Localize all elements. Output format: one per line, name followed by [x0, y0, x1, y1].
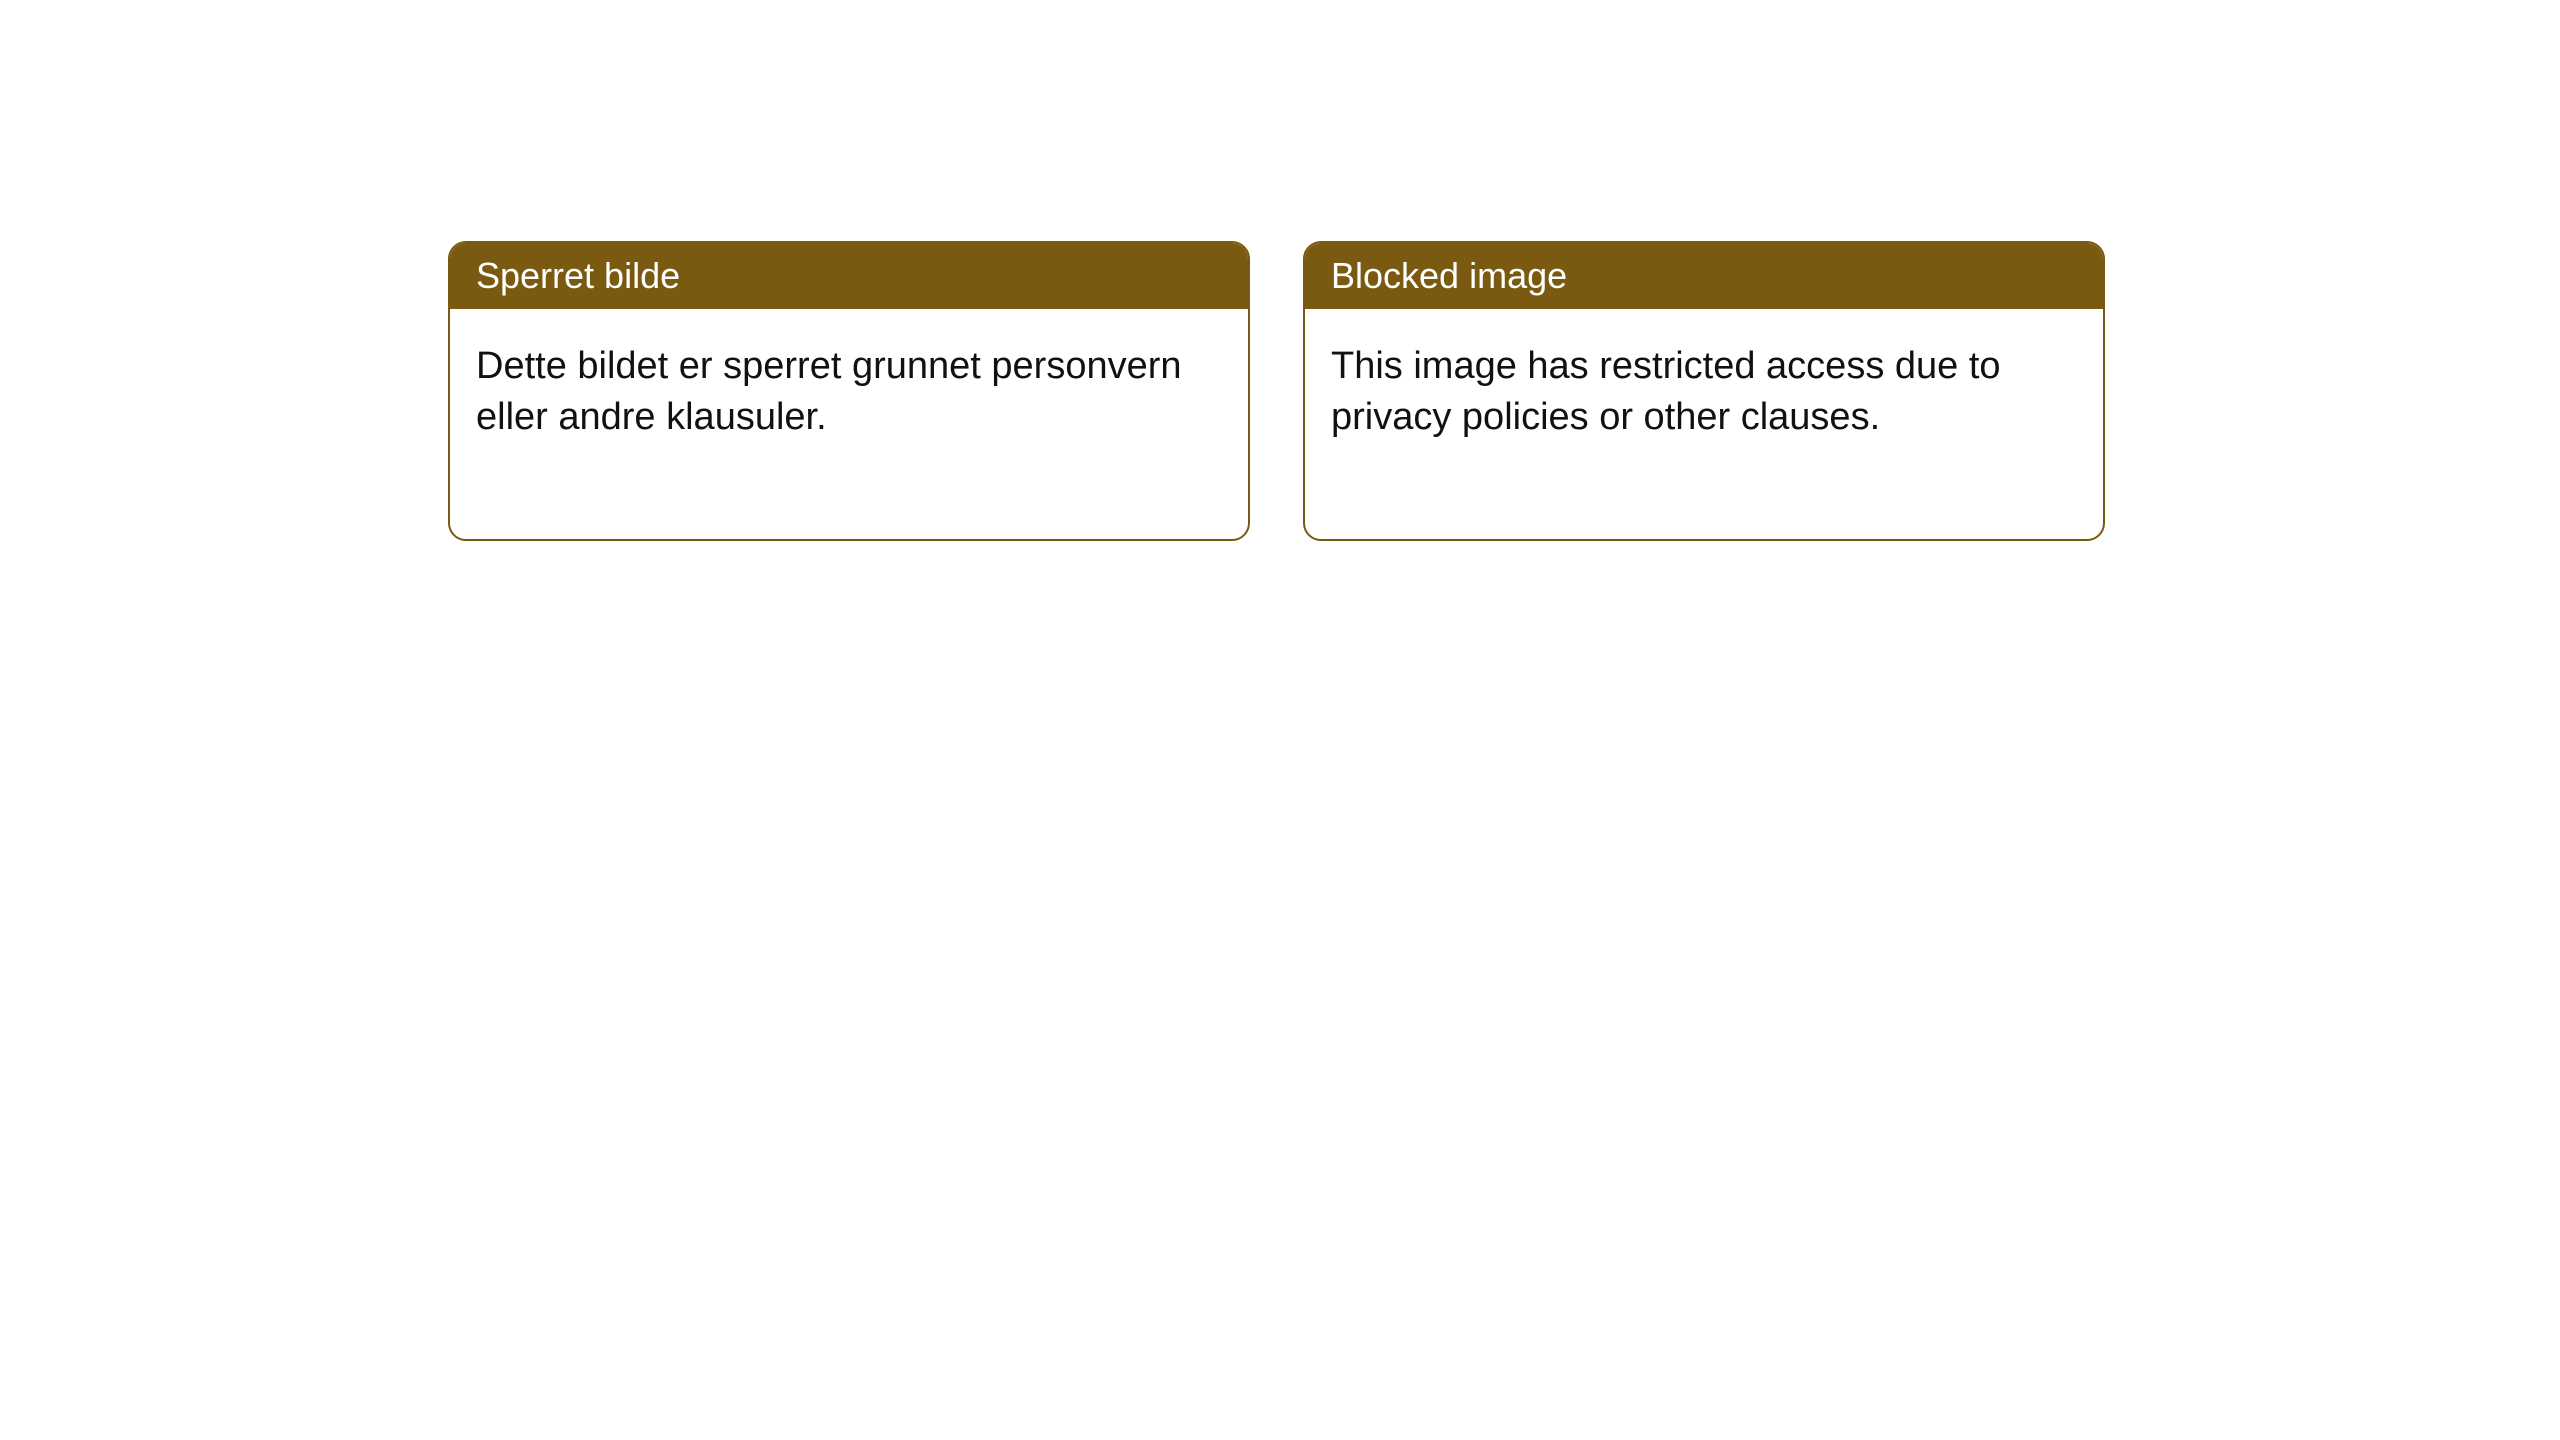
- notice-body: This image has restricted access due to …: [1305, 309, 2103, 539]
- notice-container: Sperret bilde Dette bildet er sperret gr…: [448, 241, 2105, 541]
- notice-body: Dette bildet er sperret grunnet personve…: [450, 309, 1248, 539]
- notice-title: Sperret bilde: [476, 255, 680, 296]
- notice-body-text: Dette bildet er sperret grunnet personve…: [476, 345, 1182, 438]
- notice-title: Blocked image: [1331, 255, 1567, 296]
- notice-body-text: This image has restricted access due to …: [1331, 345, 2001, 438]
- notice-box-english: Blocked image This image has restricted …: [1303, 241, 2105, 541]
- notice-box-norwegian: Sperret bilde Dette bildet er sperret gr…: [448, 241, 1250, 541]
- notice-header: Sperret bilde: [450, 243, 1248, 309]
- notice-header: Blocked image: [1305, 243, 2103, 309]
